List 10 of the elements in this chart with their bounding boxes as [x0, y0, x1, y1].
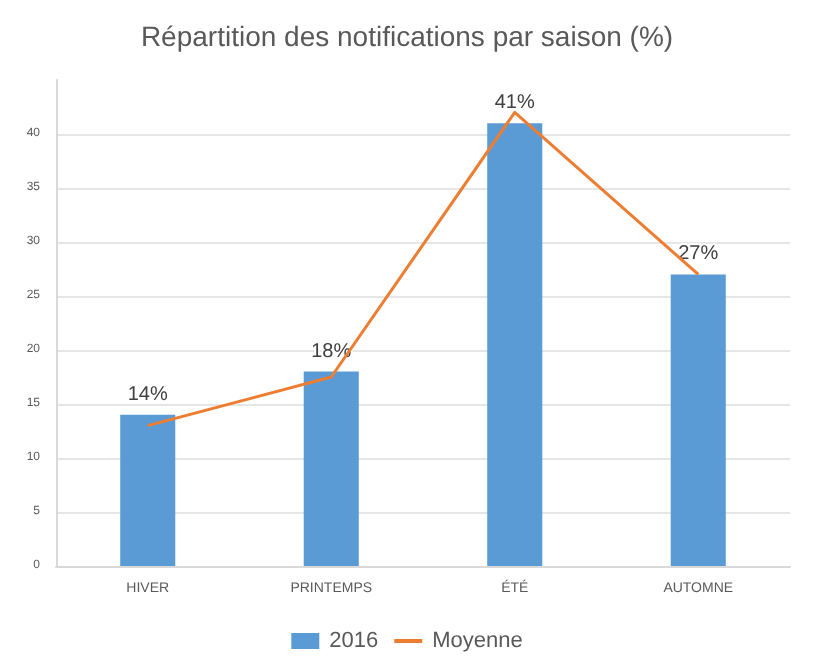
bar: [670, 274, 726, 566]
chart-title: Répartition des notifications par saison (%): [140, 20, 674, 52]
data-label: 14%: [127, 383, 168, 406]
bar: [120, 414, 176, 566]
data-label: 41%: [494, 92, 535, 115]
bar: [303, 371, 359, 566]
bar: [487, 123, 543, 566]
legend-label: Moyenne: [432, 629, 523, 653]
data-label: 27%: [678, 243, 719, 266]
legend-label: 2016: [329, 629, 379, 653]
